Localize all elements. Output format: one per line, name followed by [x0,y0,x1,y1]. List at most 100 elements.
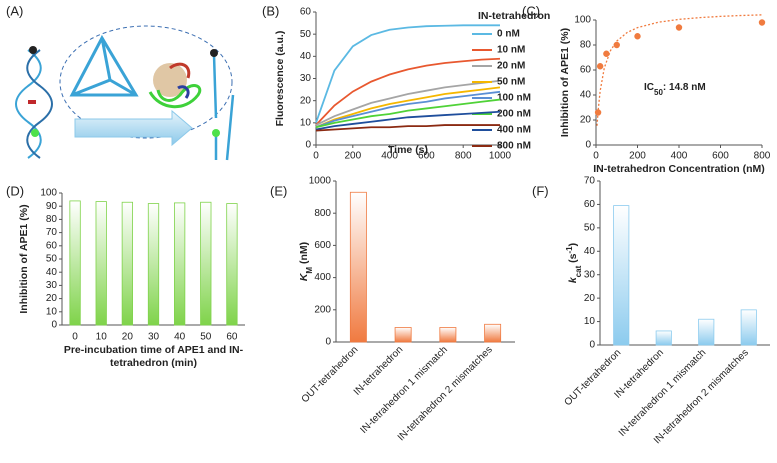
cleaved-dna [212,54,218,119]
legend-label: 10 nM [497,45,525,56]
tetrahedron [69,34,139,97]
x-tick-label: 0 [313,151,319,162]
bar [147,203,160,326]
x-tick-label: 0 [593,151,599,162]
bar [740,309,757,346]
protein [177,85,190,99]
y-tick-label: 50 [300,29,312,40]
line [315,79,501,126]
y-tick-label: 80 [46,214,58,225]
x-axis-label: Time (s) [388,144,428,156]
point [758,19,766,26]
point [675,24,683,31]
fluorophore [212,129,220,137]
point [634,33,641,40]
x-tick-label: IN-tetrahedron 1 mismatch [359,344,450,435]
annotation: IC50: 14.8 nM [644,82,706,97]
line [315,110,501,131]
y-tick-label: 60 [580,65,592,76]
y-tick-label: 1000 [309,176,332,187]
legend-label: 20 nM [497,61,525,72]
x-tick-label: 600 [712,151,729,162]
x-axis-label: tetrahedron (min) [110,357,197,369]
y-axis-label: kcat (s-1) [565,243,583,283]
y-tick-label: 40 [46,267,58,278]
y-tick-label: 10 [46,306,58,317]
x-tick-label: 20 [122,332,134,343]
y-tick-label: 400 [314,272,331,283]
label-part: (nM) [298,242,310,267]
x-tick-label: 30 [148,332,160,343]
y-tick-label: 100 [40,188,57,199]
x-tick-label: 1000 [489,151,512,162]
x-tick-label: 800 [754,151,771,162]
fit-line [596,14,763,126]
bar [613,205,630,346]
point [596,63,604,70]
legend-label: 800 nM [497,141,531,152]
x-tick-label: 0 [72,332,78,343]
bar [439,327,457,343]
y-axis-label: Inhibition of APE1 (%) [559,28,571,137]
label-part: IC [644,82,654,93]
label-part: M [305,267,314,274]
label-part: k [567,276,579,283]
x-tick-label: 40 [174,332,186,343]
legend-label: 0 nM [497,29,520,40]
legend-label: 50 nM [497,77,525,88]
y-tick-label: 0 [585,140,591,151]
panel-label: (A) [6,3,23,18]
complex-outline [59,25,233,139]
bar [655,330,672,346]
bar [226,203,238,326]
label-part: K [298,272,310,281]
label-part: 50 [654,88,663,97]
x-tick-label: IN-tetrahedron 2 mismatches [396,344,495,443]
arrow [74,109,193,147]
x-tick-label: OUT-tetrahedron [300,344,361,405]
y-tick-label: 70 [584,176,596,187]
y-tick-label: 20 [300,95,312,106]
x-axis-label: Pre-incubation time of APE1 and IN- [64,344,244,356]
cleaved-dna [225,94,235,161]
y-tick-label: 90 [46,201,58,212]
label-part: (s [567,253,579,265]
dna-strand [15,49,42,159]
legend-label: 400 nM [497,125,531,136]
y-tick-label: 0 [51,320,57,331]
x-tick-label: 200 [629,151,646,162]
line [315,124,500,132]
y-tick-label: 10 [584,316,596,327]
panel-label: (B) [262,3,279,18]
x-tick-label: 200 [344,151,361,162]
quencher [29,46,37,54]
label-part: : 14.8 nM [663,82,706,93]
x-tick-label: 400 [671,151,688,162]
x-tick-label: 800 [455,151,472,162]
bar [69,200,81,326]
x-tick-label: 60 [226,332,238,343]
x-tick-label: 10 [96,332,108,343]
y-tick-label: 50 [584,222,596,233]
y-tick-label: 600 [314,240,331,251]
y-tick-label: 60 [300,7,312,18]
legend-label: 200 nM [497,109,531,120]
protein [148,84,202,109]
panel-label: (D) [6,183,24,198]
x-tick-label: 50 [200,332,212,343]
y-tick-label: 30 [584,269,596,280]
line [315,57,501,126]
y-tick-label: 20 [584,293,596,304]
protein [169,62,191,79]
line [315,86,501,129]
y-tick-label: 30 [46,280,58,291]
label-part: ) [567,243,579,247]
y-tick-label: 200 [314,304,331,315]
bar [174,202,186,326]
y-tick-label: 60 [46,240,58,251]
quencher [210,49,218,57]
panel-label: (C) [522,3,540,18]
y-tick-label: 20 [46,293,58,304]
x-axis-label: IN-tetrahedron Concentration (nM) [593,163,765,175]
